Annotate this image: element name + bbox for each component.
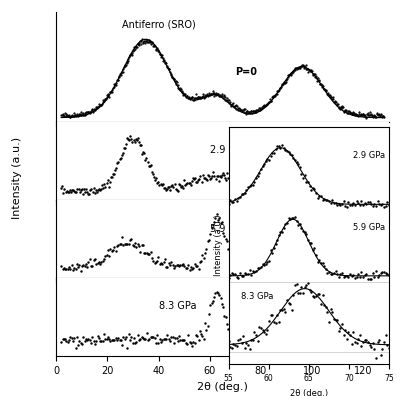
Text: Intensity (a.u.): Intensity (a.u.) <box>12 137 22 219</box>
Text: 5.9 GPa: 5.9 GPa <box>353 223 385 232</box>
Y-axis label: Intensity (a.u.): Intensity (a.u.) <box>214 215 223 276</box>
Text: Ferro  (LRO): Ferro (LRO) <box>297 199 350 208</box>
Text: 2.9 GPa: 2.9 GPa <box>353 151 385 160</box>
Text: 5.9 GPa: 5.9 GPa <box>210 224 247 234</box>
Text: Antiferro (SRO): Antiferro (SRO) <box>122 19 195 30</box>
Text: P=0: P=0 <box>235 67 257 76</box>
Text: 8.3 GPa: 8.3 GPa <box>241 292 273 301</box>
X-axis label: 2θ (deg.): 2θ (deg.) <box>290 388 328 396</box>
Text: 8.3 GPa: 8.3 GPa <box>158 301 196 311</box>
X-axis label: 2θ (deg.): 2θ (deg.) <box>197 382 248 392</box>
Text: 2.9 GPa: 2.9 GPa <box>210 145 247 155</box>
